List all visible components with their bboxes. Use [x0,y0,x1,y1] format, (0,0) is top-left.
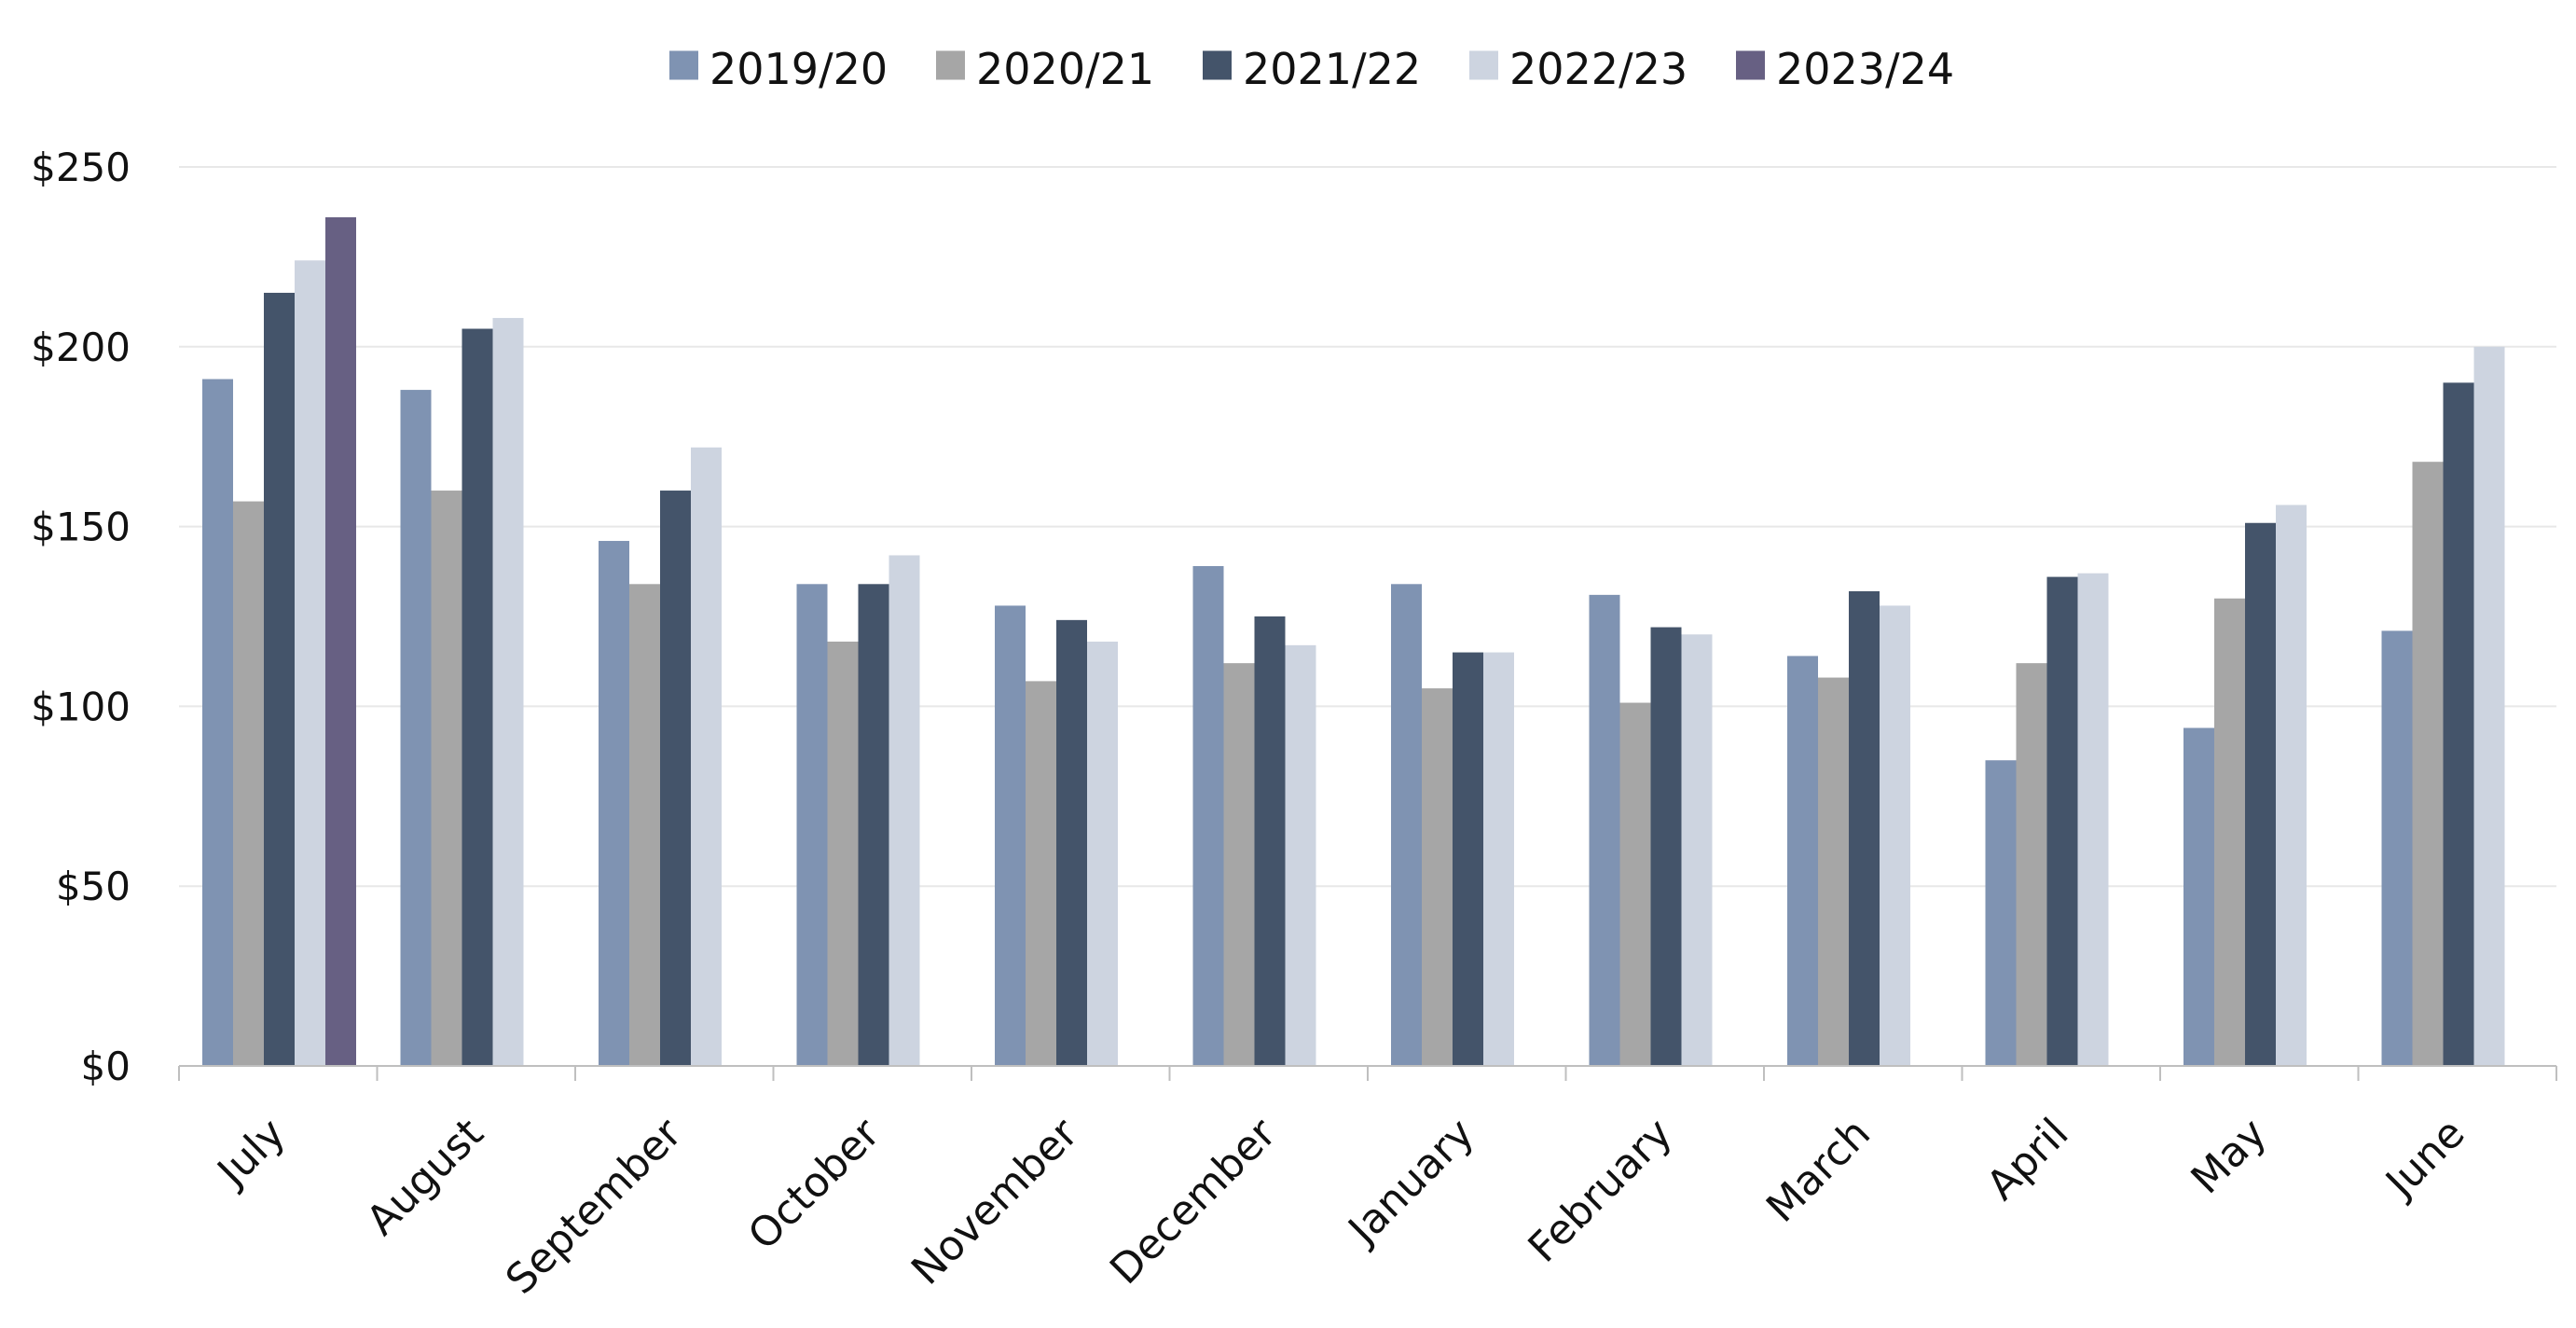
bar [1483,652,1514,1066]
bar [2381,630,2413,1066]
bar [629,584,660,1066]
legend-swatch [1736,50,1765,80]
y-axis: $0 $50 $100 $150 $200 $250 [31,145,131,1089]
x-tick-label: May [2183,1110,2276,1203]
bar [2077,573,2109,1066]
bar [461,328,493,1066]
legend-swatch [936,50,965,80]
x-tick-label: November [902,1109,1088,1294]
y-tick-label: $50 [56,864,131,909]
x-tick-label: July [207,1110,295,1197]
bar [1056,619,1087,1066]
bar [325,216,356,1066]
bar [431,491,462,1066]
legend-label: 2023/24 [1776,44,1954,94]
y-tick-label: $100 [31,684,131,729]
legend-item: 2022/23 [1469,44,1687,94]
x-tick-label: March [1757,1110,1880,1232]
y-tick-label: $250 [31,145,131,190]
bar [1849,591,1880,1066]
bar [889,555,920,1066]
bar [1787,656,1818,1066]
x-tick-label: September [497,1109,692,1304]
bar [233,501,264,1066]
bar [1422,688,1453,1066]
bar [2245,522,2276,1066]
bar [1681,634,1713,1066]
bar [2183,727,2214,1066]
bar [1985,760,2017,1066]
legend-item: 2021/22 [1203,44,1421,94]
bar [2214,598,2245,1066]
bar [492,317,524,1066]
bar [1619,702,1651,1066]
bar [2046,576,2078,1066]
bar [796,584,828,1066]
legend-label: 2022/23 [1509,44,1687,94]
bar [1285,644,1316,1066]
bar [599,541,629,1066]
legend-swatch [1203,50,1232,80]
bar [2473,346,2505,1066]
y-tick-label: $0 [81,1044,131,1089]
x-tick-label: January [1338,1110,1483,1255]
legend: 2019/20 2020/21 2021/22 2022/23 2023/24 [669,44,1954,94]
bar [1087,641,1118,1066]
bar [202,379,233,1066]
x-axis: July August September October November Decemb… [178,1065,2557,1304]
bar [858,584,889,1066]
x-tick-label: April [1977,1110,2077,1210]
y-tick-label: $200 [31,325,131,370]
x-tick-label: October [739,1109,889,1259]
bar [295,260,325,1067]
bar [2016,663,2047,1066]
legend-label: 2020/21 [976,44,1154,94]
bar [1880,605,1910,1066]
bar [1650,627,1682,1066]
bar [1223,663,1255,1066]
bar [1453,652,1483,1066]
x-tick-label: August [358,1110,493,1245]
bar [827,641,859,1066]
bar [1254,616,1286,1066]
bar [1589,594,1620,1066]
bar [1026,681,1056,1066]
bar [995,605,1026,1066]
legend-label: 2019/20 [709,44,888,94]
legend-swatch [669,50,698,80]
bar [2276,505,2307,1066]
legend-label: 2021/22 [1243,44,1421,94]
bar [691,447,722,1066]
legend-item: 2023/24 [1736,44,1954,94]
bar [400,390,432,1066]
x-tick-label: December [1101,1109,1286,1293]
bars [202,216,2505,1067]
bar [2412,462,2444,1066]
legend-item: 2020/21 [936,44,1154,94]
bar [1818,677,1849,1066]
bar [2443,382,2474,1066]
legend-item: 2019/20 [669,44,888,94]
bar [264,292,295,1067]
x-tick-label: February [1520,1110,1682,1272]
x-tick-label: June [2376,1110,2474,1209]
bar [660,491,691,1066]
bar [1192,566,1224,1066]
bar [1391,584,1422,1066]
y-tick-label: $150 [31,505,131,550]
legend-swatch [1469,50,1498,80]
gridlines [179,166,2556,888]
